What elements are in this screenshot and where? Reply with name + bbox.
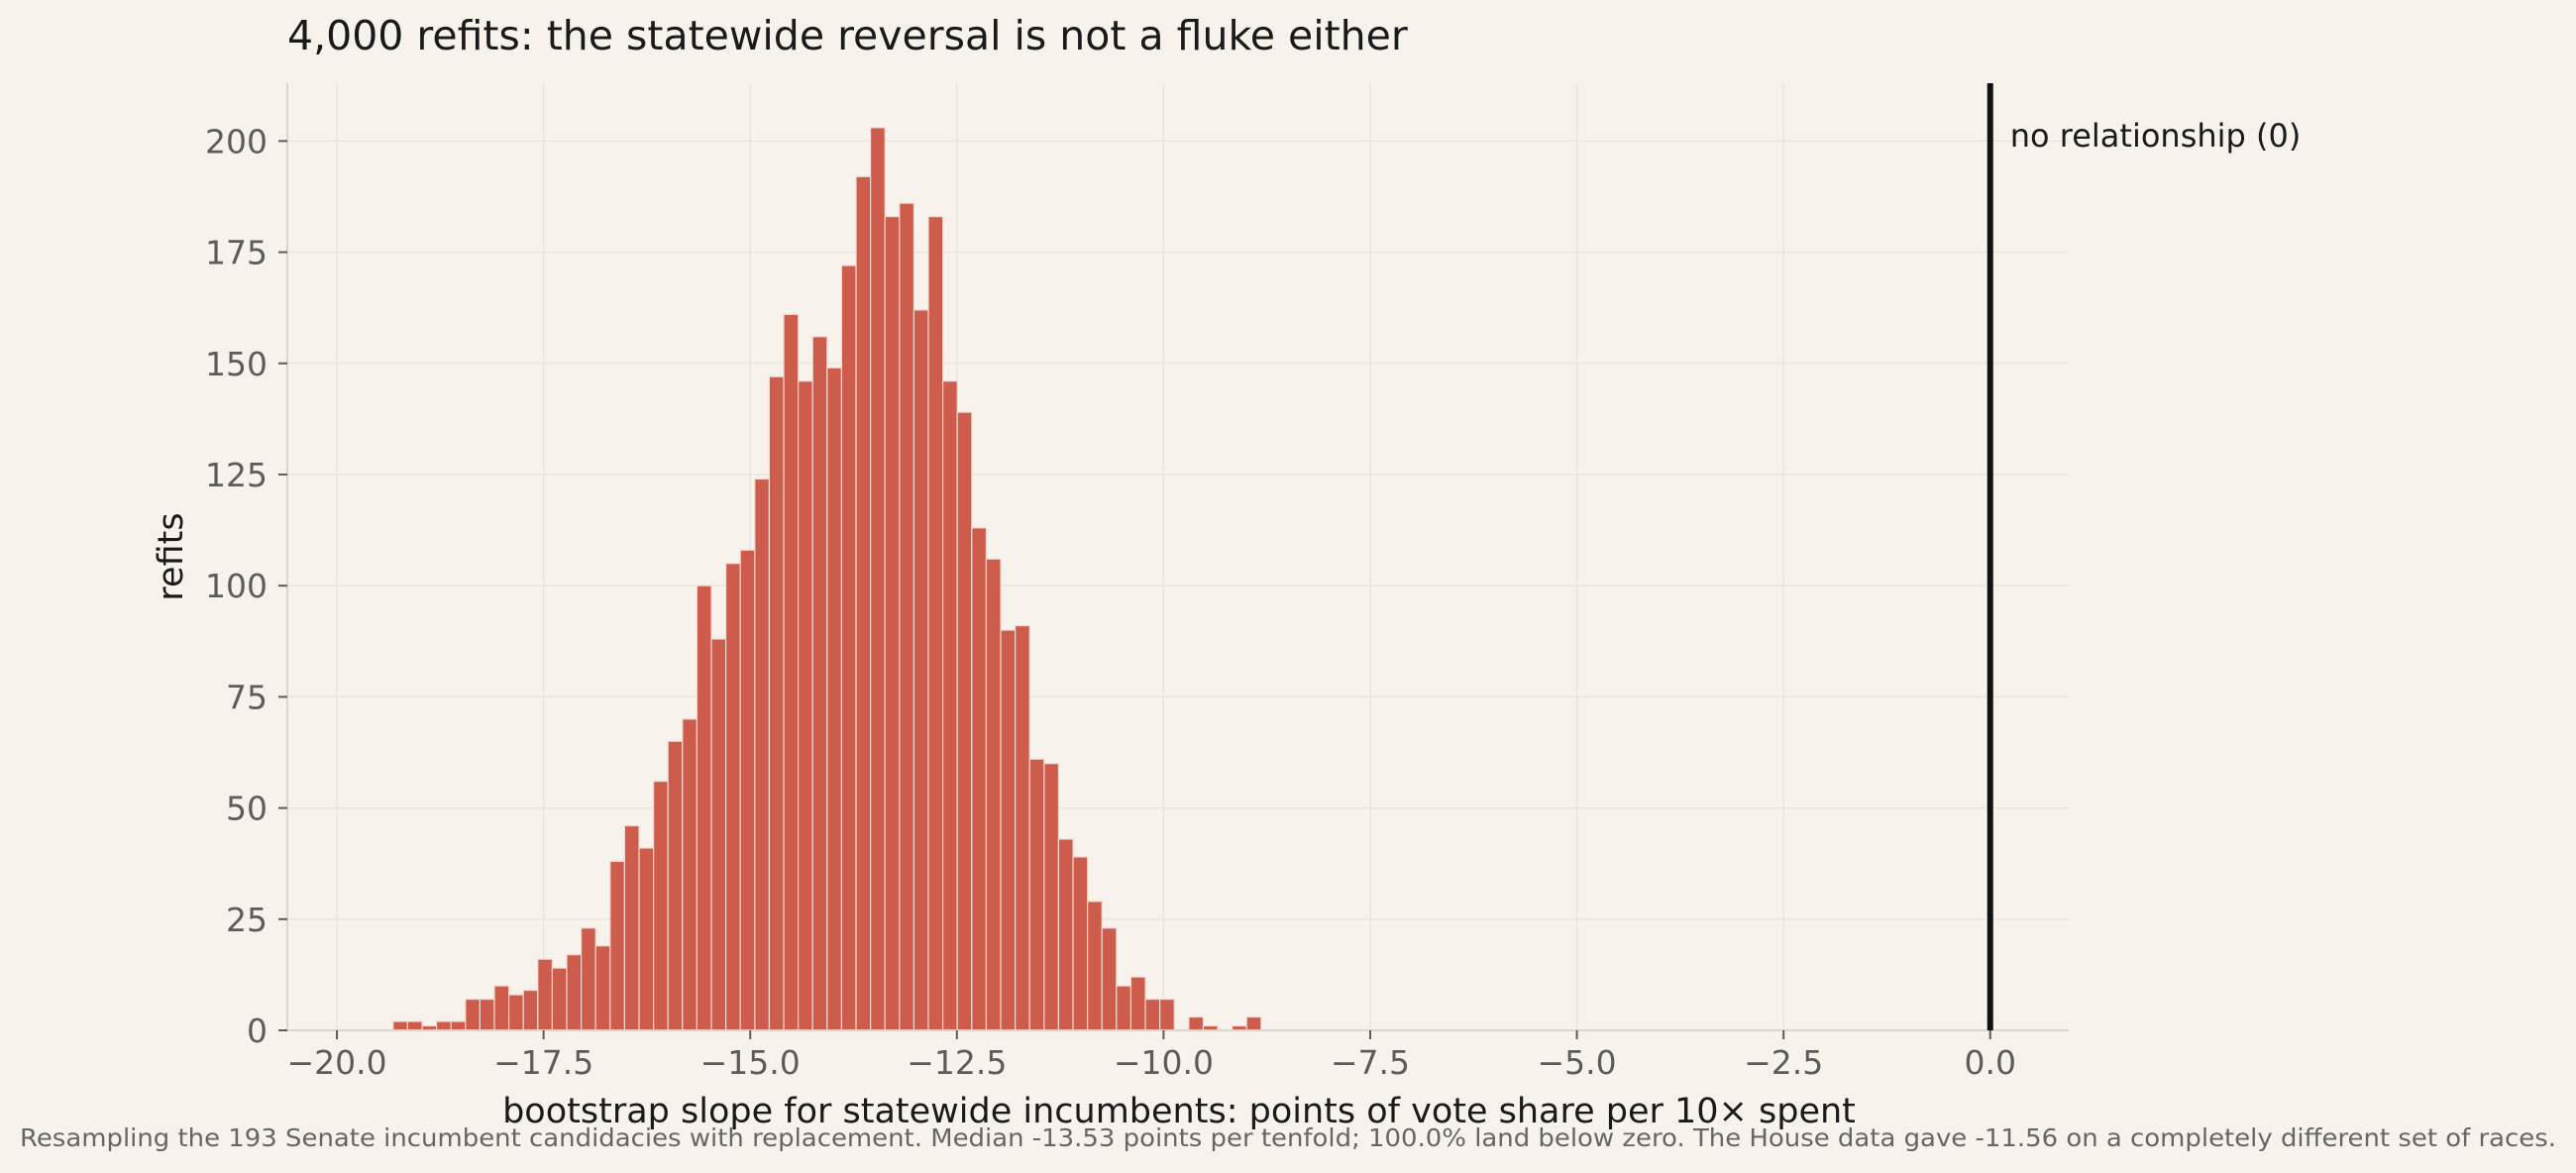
chart-caption: Resampling the 193 Senate incumbent cand…: [20, 1123, 2556, 1152]
histogram-bar: [623, 824, 640, 1031]
histogram-bar: [754, 478, 771, 1031]
histogram-bar: [1144, 998, 1161, 1031]
histogram-bar: [956, 411, 973, 1031]
histogram-bar: [725, 563, 741, 1031]
histogram-bar: [1043, 763, 1060, 1031]
chart-title: 4,000 refits: the statewide reversal is …: [287, 12, 1408, 59]
histogram-bar: [551, 967, 568, 1031]
histogram-bar: [609, 860, 626, 1031]
histogram-bar: [638, 847, 655, 1031]
y-axis-ticks: 0 25 50 75 100 125 150 175 200: [205, 122, 287, 1050]
histogram-bar: [479, 998, 495, 1031]
histogram-bar: [682, 718, 698, 1031]
x-tick-label: −15.0: [700, 1043, 801, 1082]
y-axis-label: refits: [152, 512, 191, 600]
histogram-bar: [811, 336, 828, 1031]
histogram-bar: [522, 990, 539, 1031]
y-tick-label: 25: [226, 901, 268, 939]
histogram-bar: [667, 740, 684, 1031]
histogram-bar: [465, 998, 482, 1031]
histogram-bar: [1000, 629, 1017, 1031]
y-tick-label: 100: [205, 567, 268, 605]
x-tick-label: −7.5: [1331, 1043, 1410, 1082]
y-tick-label: 0: [247, 1012, 268, 1050]
histogram-bar: [1116, 985, 1132, 1031]
histogram-bar: [594, 945, 611, 1031]
y-tick-label: 200: [205, 122, 268, 160]
histogram-bar: [581, 927, 596, 1031]
y-tick-label: 50: [226, 790, 268, 828]
y-tick-label: 175: [205, 234, 268, 272]
histogram-bar: [985, 558, 1002, 1031]
histogram-bar: [899, 202, 915, 1031]
histogram-bar: [971, 527, 988, 1031]
histogram-bar: [884, 216, 901, 1031]
x-axis-label: bootstrap slope for statewide incumbents…: [502, 1092, 1856, 1131]
x-tick-label: −12.5: [907, 1043, 1007, 1082]
histogram-bar: [1245, 1015, 1262, 1031]
histogram-bar: [392, 1020, 408, 1031]
histogram-bar: [1057, 838, 1074, 1031]
x-tick-label: 0.0: [1964, 1043, 2015, 1082]
histogram-bar: [855, 175, 872, 1031]
histogram-bar: [840, 265, 857, 1031]
histogram-bar: [783, 313, 800, 1031]
histogram-bar: [450, 1020, 467, 1031]
histogram-bar: [1159, 998, 1175, 1031]
histogram-bar: [1101, 927, 1118, 1031]
x-tick-label: −20.0: [286, 1043, 386, 1082]
histogram-bar: [927, 216, 944, 1031]
x-tick-label: −2.5: [1744, 1043, 1823, 1082]
y-tick-label: 150: [205, 345, 268, 383]
histogram-bar: [768, 375, 785, 1031]
y-tick-label: 125: [205, 456, 268, 494]
histogram-bar: [406, 1020, 423, 1031]
histogram-bar: [1028, 758, 1045, 1031]
histogram-bar: [566, 954, 583, 1031]
histogram-bar: [739, 549, 756, 1031]
reference-annotation: no relationship (0): [2010, 117, 2302, 155]
histogram-bar: [1072, 856, 1089, 1031]
histogram-bar: [798, 380, 813, 1031]
x-tick-label: −17.5: [493, 1043, 593, 1082]
histogram-bar: [870, 127, 886, 1031]
histogram-bar: [710, 638, 727, 1031]
histogram-bar: [653, 781, 669, 1031]
x-axis-ticks: −20.0 −17.5 −15.0 −12.5 −10.0 −7.5 −5.0 −2.5 0.0: [286, 1030, 2016, 1082]
axes: [286, 83, 2069, 1031]
histogram-bars: [392, 127, 1262, 1031]
histogram-bar: [826, 367, 843, 1031]
histogram-bar: [1188, 1015, 1205, 1031]
histogram-bar: [493, 985, 510, 1031]
histogram-bar: [912, 309, 929, 1031]
grid-lines: [287, 83, 2069, 1031]
histogram-bar: [435, 1020, 452, 1031]
x-tick-label: −5.0: [1537, 1043, 1616, 1082]
histogram-bar: [1015, 624, 1030, 1031]
histogram-bar: [508, 994, 524, 1031]
histogram-bar: [942, 380, 958, 1031]
y-tick-label: 75: [226, 678, 268, 716]
x-tick-label: −10.0: [1114, 1043, 1214, 1082]
histogram-bar: [1087, 901, 1103, 1031]
histogram-bar: [537, 958, 554, 1031]
histogram-bar: [1129, 976, 1146, 1031]
histogram-bar: [696, 585, 712, 1031]
